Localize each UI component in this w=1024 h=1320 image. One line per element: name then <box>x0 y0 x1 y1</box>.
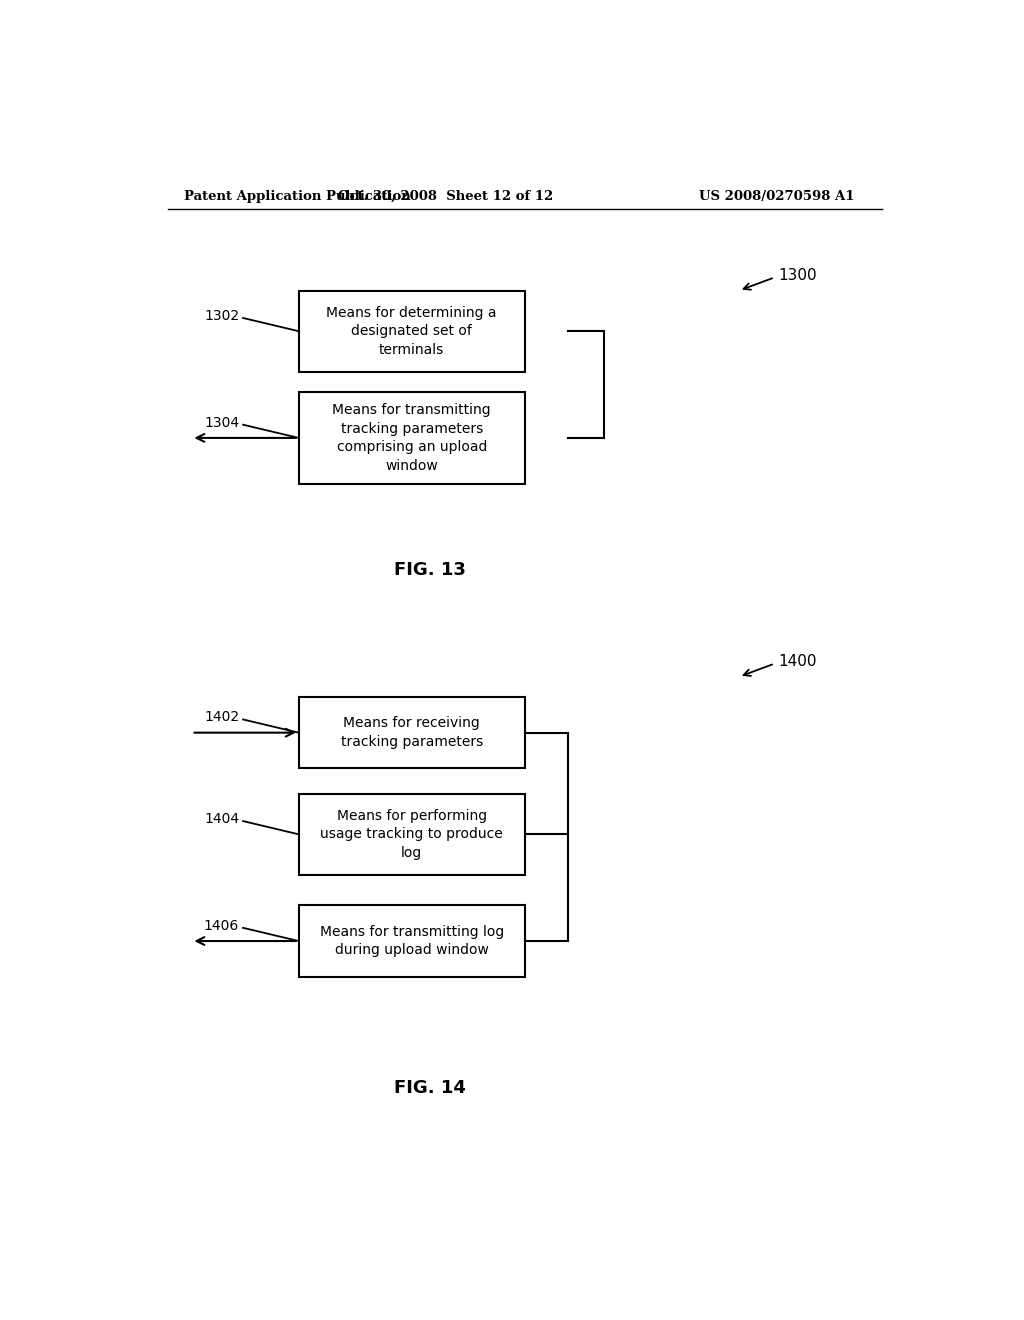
Text: Means for transmitting log
during upload window: Means for transmitting log during upload… <box>319 925 504 957</box>
Text: FIG. 13: FIG. 13 <box>393 561 466 579</box>
Text: 1404: 1404 <box>204 812 240 826</box>
Text: US 2008/0270598 A1: US 2008/0270598 A1 <box>699 190 855 202</box>
Text: Means for transmitting
tracking parameters
comprising an upload
window: Means for transmitting tracking paramete… <box>333 404 492 473</box>
Text: 1402: 1402 <box>204 710 240 725</box>
Text: Means for performing
usage tracking to produce
log: Means for performing usage tracking to p… <box>321 809 503 859</box>
FancyBboxPatch shape <box>299 392 524 483</box>
FancyBboxPatch shape <box>299 697 524 768</box>
Text: Means for determining a
designated set of
terminals: Means for determining a designated set o… <box>327 306 497 356</box>
Text: 1406: 1406 <box>204 919 240 933</box>
FancyBboxPatch shape <box>299 290 524 372</box>
FancyBboxPatch shape <box>299 793 524 875</box>
Text: Means for receiving
tracking parameters: Means for receiving tracking parameters <box>341 717 483 748</box>
Text: 1300: 1300 <box>778 268 817 282</box>
Text: 1400: 1400 <box>778 653 817 669</box>
Text: Oct. 30, 2008  Sheet 12 of 12: Oct. 30, 2008 Sheet 12 of 12 <box>338 190 553 202</box>
Text: FIG. 14: FIG. 14 <box>393 1080 466 1097</box>
Text: 1302: 1302 <box>204 309 240 323</box>
FancyBboxPatch shape <box>299 906 524 977</box>
Text: 1304: 1304 <box>204 416 240 430</box>
Text: Patent Application Publication: Patent Application Publication <box>183 190 411 202</box>
